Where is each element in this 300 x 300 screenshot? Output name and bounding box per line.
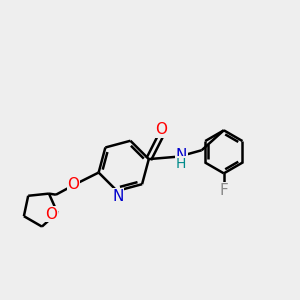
Text: F: F	[220, 183, 228, 198]
Text: N: N	[112, 189, 124, 204]
Text: O: O	[45, 207, 57, 222]
Text: H: H	[176, 157, 186, 170]
Text: N: N	[176, 148, 187, 164]
Text: O: O	[67, 177, 79, 192]
Text: O: O	[155, 122, 167, 137]
